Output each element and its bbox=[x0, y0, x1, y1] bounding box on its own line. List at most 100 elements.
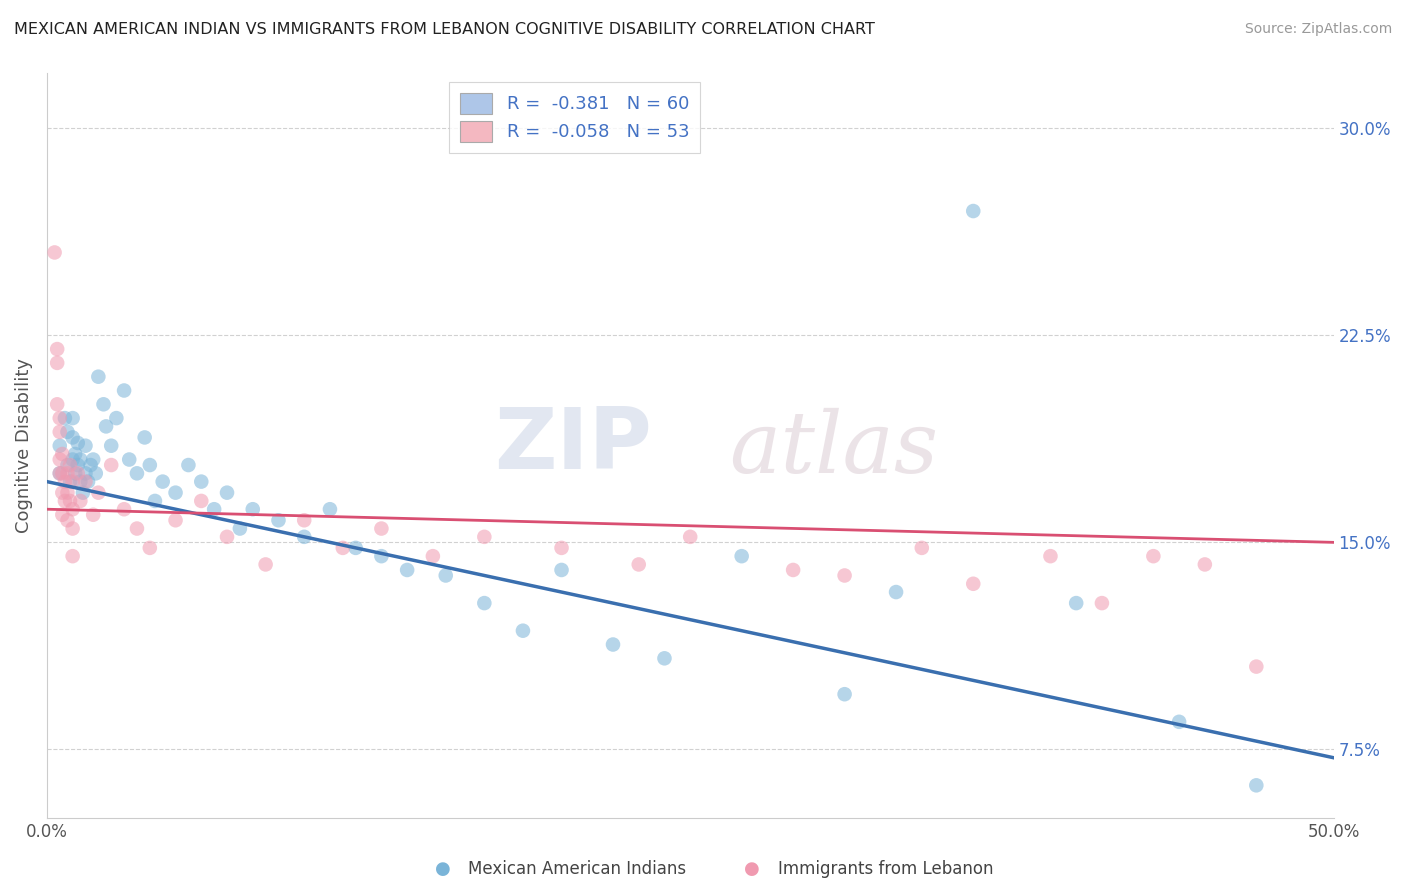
Point bbox=[49, 467, 72, 481]
Point bbox=[1091, 596, 1114, 610]
Point bbox=[56, 513, 79, 527]
Point bbox=[56, 458, 79, 472]
Point bbox=[370, 522, 392, 536]
Text: Mexican American Indians: Mexican American Indians bbox=[468, 860, 686, 878]
Point bbox=[63, 467, 86, 481]
Point bbox=[112, 384, 135, 398]
Point bbox=[69, 452, 91, 467]
Point bbox=[56, 467, 79, 481]
Point bbox=[69, 475, 91, 489]
Legend: R =  -0.381   N = 60, R =  -0.058   N = 53: R = -0.381 N = 60, R = -0.058 N = 53 bbox=[449, 82, 700, 153]
Point bbox=[53, 494, 76, 508]
Text: atlas: atlas bbox=[728, 409, 938, 491]
Point bbox=[550, 541, 572, 555]
Point bbox=[434, 568, 457, 582]
Point bbox=[51, 447, 73, 461]
Point bbox=[100, 458, 122, 472]
Point bbox=[59, 475, 82, 489]
Point bbox=[49, 439, 72, 453]
Point bbox=[472, 530, 495, 544]
Point bbox=[1246, 778, 1268, 792]
Text: MEXICAN AMERICAN INDIAN VS IMMIGRANTS FROM LEBANON COGNITIVE DISABILITY CORRELAT: MEXICAN AMERICAN INDIAN VS IMMIGRANTS FR… bbox=[14, 22, 875, 37]
Point bbox=[1064, 596, 1087, 610]
Point bbox=[134, 430, 156, 444]
Point bbox=[100, 439, 122, 453]
Point bbox=[472, 596, 495, 610]
Point bbox=[66, 458, 89, 472]
Point bbox=[51, 485, 73, 500]
Point bbox=[190, 475, 212, 489]
Point bbox=[75, 439, 97, 453]
Text: ZIP: ZIP bbox=[494, 404, 651, 487]
Point bbox=[139, 541, 162, 555]
Point bbox=[550, 563, 572, 577]
Text: Immigrants from Lebanon: Immigrants from Lebanon bbox=[778, 860, 993, 878]
Point bbox=[62, 475, 84, 489]
Point bbox=[1142, 549, 1164, 563]
Point bbox=[679, 530, 702, 544]
Point bbox=[165, 485, 187, 500]
Point bbox=[63, 447, 86, 461]
Y-axis label: Cognitive Disability: Cognitive Disability bbox=[15, 359, 32, 533]
Point bbox=[51, 467, 73, 481]
Point bbox=[49, 425, 72, 439]
Point bbox=[319, 502, 342, 516]
Point bbox=[75, 475, 97, 489]
Point bbox=[602, 638, 624, 652]
Point bbox=[344, 541, 367, 555]
Point bbox=[202, 502, 225, 516]
Point bbox=[962, 204, 984, 219]
Point bbox=[139, 458, 162, 472]
Point bbox=[62, 452, 84, 467]
Point bbox=[292, 513, 315, 527]
Text: ●: ● bbox=[744, 860, 761, 878]
Point bbox=[59, 494, 82, 508]
Point bbox=[731, 549, 754, 563]
Point bbox=[46, 342, 69, 356]
Point bbox=[87, 369, 110, 384]
Point bbox=[66, 436, 89, 450]
Point bbox=[53, 411, 76, 425]
Point bbox=[84, 467, 107, 481]
Point bbox=[82, 452, 104, 467]
Point bbox=[1039, 549, 1062, 563]
Point bbox=[254, 558, 277, 572]
Point bbox=[962, 576, 984, 591]
Point bbox=[69, 494, 91, 508]
Point bbox=[75, 467, 97, 481]
Point bbox=[51, 508, 73, 522]
Point bbox=[1168, 714, 1191, 729]
Point bbox=[396, 563, 419, 577]
Point bbox=[62, 502, 84, 516]
Point bbox=[82, 508, 104, 522]
Point bbox=[215, 530, 238, 544]
Point bbox=[177, 458, 200, 472]
Point bbox=[46, 397, 69, 411]
Point bbox=[62, 549, 84, 563]
Point bbox=[834, 687, 856, 701]
Point bbox=[215, 485, 238, 500]
Point bbox=[105, 411, 128, 425]
Point bbox=[1246, 659, 1268, 673]
Point bbox=[72, 485, 94, 500]
Point bbox=[44, 245, 66, 260]
Point bbox=[1194, 558, 1216, 572]
Point bbox=[56, 425, 79, 439]
Point bbox=[62, 430, 84, 444]
Point bbox=[370, 549, 392, 563]
Point bbox=[87, 485, 110, 500]
Point bbox=[79, 458, 101, 472]
Point bbox=[49, 467, 72, 481]
Point bbox=[46, 356, 69, 370]
Point bbox=[62, 411, 84, 425]
Point bbox=[884, 585, 907, 599]
Point bbox=[66, 467, 89, 481]
Text: ●: ● bbox=[434, 860, 451, 878]
Point bbox=[62, 522, 84, 536]
Point bbox=[143, 494, 166, 508]
Point bbox=[53, 475, 76, 489]
Point bbox=[56, 485, 79, 500]
Point bbox=[165, 513, 187, 527]
Point bbox=[190, 494, 212, 508]
Point bbox=[125, 522, 148, 536]
